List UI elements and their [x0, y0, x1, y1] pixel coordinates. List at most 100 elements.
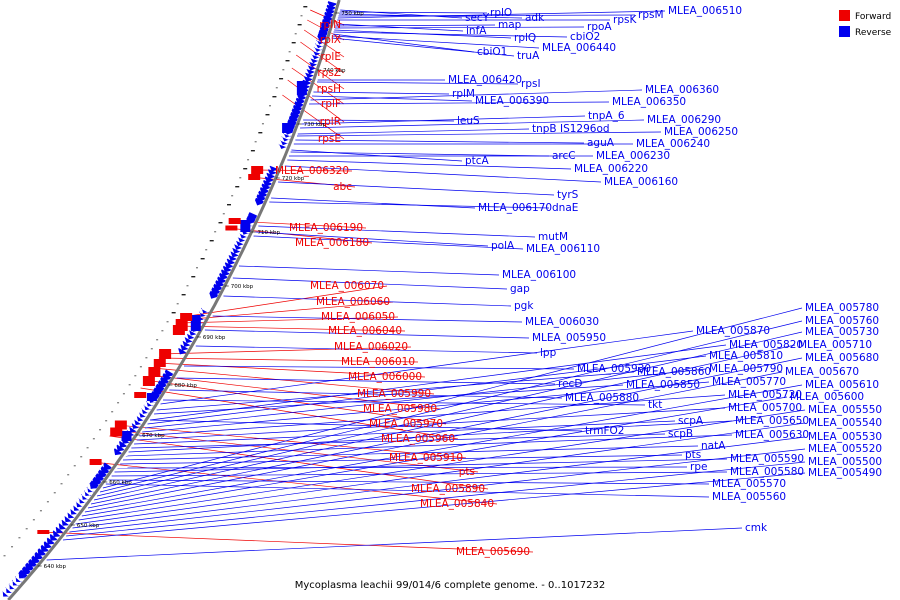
label-connector	[291, 67, 345, 105]
gene-label-rpsk: rpsK	[613, 14, 637, 26]
gene-label-mlea-006010: MLEA_006010	[341, 356, 415, 368]
label-connector	[150, 344, 727, 421]
gene-label-mlea-006110: MLEA_006110	[526, 243, 600, 255]
forward-gene-block	[148, 367, 161, 377]
reverse-gene-arrow	[241, 229, 250, 235]
label-connector	[134, 420, 676, 445]
reverse-gene-arrow	[232, 247, 241, 254]
forward-gene-block	[114, 420, 127, 430]
forward-gene-block	[180, 313, 193, 321]
gene-label-recd: recD	[558, 378, 582, 390]
label-connector	[75, 422, 806, 525]
forward-gene-block	[134, 392, 147, 398]
reverse-gene-arrow	[187, 333, 195, 340]
gene-label-agua: aguA	[587, 137, 615, 149]
label-connector	[62, 472, 806, 541]
label-connector	[113, 429, 479, 473]
reverse-gene-arrow	[305, 72, 314, 79]
gene-label-rpe: rpe	[690, 461, 707, 473]
track-dot	[86, 447, 89, 449]
track-dot	[92, 438, 95, 440]
reverse-gene-arrow	[89, 483, 97, 489]
reverse-gene-arrow	[312, 50, 321, 56]
track-dot	[134, 375, 137, 377]
label-connector	[269, 201, 550, 209]
label-connector	[99, 320, 803, 493]
reverse-gene-arrow	[281, 136, 290, 142]
track-dot	[11, 546, 14, 548]
track-dot	[67, 474, 70, 476]
track-dot	[285, 60, 290, 62]
track-dot	[60, 483, 63, 485]
label-connector	[204, 329, 530, 339]
reverse-gene-arrow	[25, 562, 34, 571]
reverse-gene-arrow	[78, 497, 86, 504]
reverse-gene-block	[146, 393, 157, 401]
gene-label-mlea-005860: MLEA_005860	[637, 366, 711, 378]
label-connector	[139, 394, 726, 437]
gene-label-mlea-005930: MLEA_005930	[577, 363, 651, 375]
gene-label-pts: pts	[685, 449, 701, 461]
gene-features	[2, 1, 337, 597]
label-connector	[183, 365, 575, 370]
forward-gene-block	[248, 174, 261, 180]
reverse-gene-arrow	[221, 269, 230, 277]
kbp-tick-label: 750 kbp	[341, 11, 364, 17]
track-dot	[150, 348, 153, 350]
gene-label-mlea-005650: MLEA_005650	[735, 415, 809, 427]
track-dot	[80, 456, 83, 458]
label-connector	[338, 14, 636, 17]
reverse-gene-arrow	[317, 36, 326, 41]
label-connector	[140, 387, 459, 440]
track-dot	[291, 42, 296, 44]
forward-gene-block	[228, 218, 241, 224]
gene-label-cmk: cmk	[745, 522, 768, 534]
gene-label-mlea-006250: MLEA_006250	[664, 126, 738, 138]
gene-label-abc: abc	[333, 181, 352, 193]
track-dot	[261, 123, 264, 125]
gene-label-lpp: lpp	[540, 347, 557, 359]
gene-label-nata: natA	[701, 440, 726, 452]
kbp-tick-label: 710 kbp	[258, 230, 281, 236]
track-dot	[272, 96, 277, 98]
gene-label-mlea-006360: MLEA_006360	[645, 84, 719, 96]
label-connector	[295, 54, 345, 90]
label-connector	[212, 315, 523, 323]
gene-label-mlea-006230: MLEA_006230	[596, 150, 670, 162]
kbp-tick-label: 690 kbp	[203, 335, 226, 341]
reverse-gene-arrow	[223, 265, 232, 273]
label-connector	[169, 389, 563, 399]
label-connector	[333, 31, 568, 38]
track-dot	[254, 141, 257, 143]
gene-label-mlea-006220: MLEA_006220	[574, 163, 648, 175]
gene-label-mlea-005810: MLEA_005810	[709, 350, 783, 362]
label-connector	[255, 231, 489, 247]
track-dot	[205, 249, 208, 251]
reverse-gene-arrow	[40, 544, 49, 552]
gene-label-mlea-005960: MLEA_005960	[381, 433, 455, 445]
gene-label-scpb: scpB	[668, 428, 693, 440]
reverse-gene-arrow	[237, 236, 246, 243]
track-dot	[235, 186, 240, 188]
track-dot	[105, 420, 108, 422]
label-connector	[232, 277, 508, 290]
reverse-gene-arrow	[307, 65, 316, 71]
gene-label-pgk: pgk	[514, 300, 534, 312]
label-connector	[142, 381, 710, 433]
label-connector	[46, 527, 743, 561]
gene-label-mlea-006390: MLEA_006390	[475, 95, 549, 107]
kbp-tick-label: 660 kbp	[109, 480, 132, 486]
gene-label-mlea-006320: MLEA_006320	[275, 165, 349, 177]
track-dot	[258, 132, 263, 134]
track-dot	[99, 429, 102, 431]
gene-label-mlea-005770: MLEA_005770	[712, 376, 786, 388]
legend-label-reverse: Reverse	[855, 28, 892, 38]
label-connector	[282, 94, 345, 140]
kbp-tick-label: 700 kbp	[231, 284, 254, 290]
track-dot	[303, 6, 308, 8]
gene-label-tyrs: tyrS	[557, 189, 579, 201]
forward-gene-block	[142, 376, 155, 386]
label-connector	[223, 295, 512, 307]
reverse-gene-arrow	[182, 340, 191, 347]
gene-label-infa: infA	[466, 25, 487, 37]
